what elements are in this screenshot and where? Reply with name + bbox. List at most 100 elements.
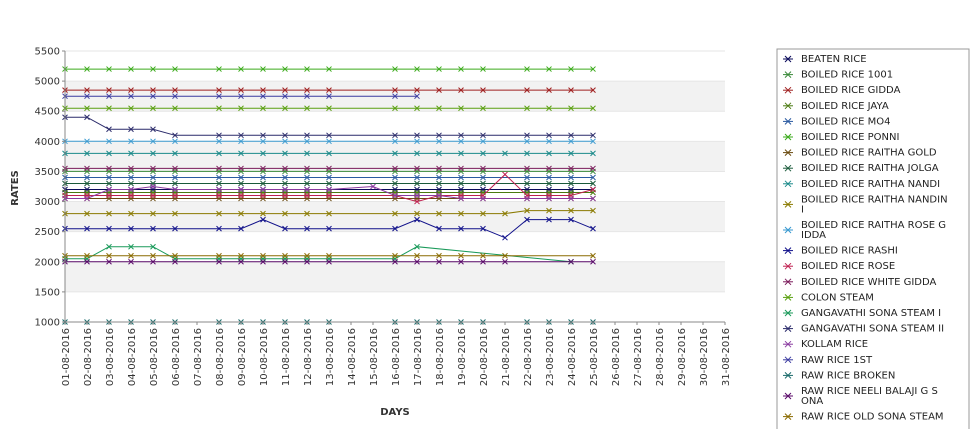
data-point: [568, 132, 574, 139]
x-tick-label: 30-08-2016: [699, 328, 710, 386]
data-point: [458, 210, 464, 217]
data-point: [150, 210, 156, 217]
data-point: [128, 150, 134, 157]
data-point: [458, 150, 464, 157]
data-point: [128, 174, 134, 181]
data-point: [436, 150, 442, 157]
x-tick-label: 23-08-2016: [545, 328, 556, 386]
data-point: [282, 132, 288, 139]
data-point: [106, 258, 112, 265]
data-point: [326, 210, 332, 217]
x-tick-label: 27-08-2016: [633, 328, 644, 386]
legend-marker: [784, 180, 792, 188]
data-point: [128, 66, 134, 72]
data-point: [326, 105, 332, 112]
data-point: [414, 198, 420, 205]
data-point: [260, 150, 266, 157]
legend-label: KOLLAM RICE: [801, 339, 868, 350]
legend-marker: [784, 86, 792, 94]
legend-label: BOILED RICE MO4: [801, 116, 891, 127]
data-point: [524, 165, 530, 172]
legend-marker: [784, 413, 792, 420]
data-point: [172, 258, 178, 265]
data-point: [172, 165, 178, 172]
data-point: [128, 180, 134, 187]
data-point: [216, 132, 222, 139]
data-point: [590, 87, 596, 93]
y-tick-label: 1500: [35, 287, 60, 298]
data-point: [392, 132, 398, 139]
data-point: [150, 150, 156, 157]
x-tick-label: 20-08-2016: [479, 328, 490, 386]
data-point: [326, 258, 332, 265]
legend-marker: [784, 55, 792, 63]
data-point: [84, 210, 90, 217]
data-point: [106, 66, 112, 72]
data-point: [458, 132, 464, 139]
data-point: [128, 165, 134, 172]
data-point: [260, 186, 266, 193]
data-point: [414, 105, 420, 112]
grid-band: [65, 261, 725, 292]
legend-label: RAW RICE NEELI BALAJI G S ONA: [801, 386, 938, 407]
data-point: [326, 225, 332, 232]
legend-marker: [784, 325, 792, 332]
data-point: [436, 66, 442, 72]
data-point: [546, 132, 552, 139]
data-point: [458, 66, 464, 72]
data-point: [106, 165, 112, 172]
data-point: [172, 150, 178, 157]
legend-label: BOILED RICE RASHI: [801, 246, 898, 257]
data-point: [436, 105, 442, 112]
data-point: [128, 192, 134, 199]
data-point: [304, 87, 310, 93]
data-point: [304, 132, 310, 139]
data-point: [172, 225, 178, 232]
data-point: [260, 180, 266, 187]
data-point: [392, 210, 398, 217]
data-point: [282, 225, 288, 232]
data-point: [106, 93, 112, 100]
data-point: [84, 105, 90, 112]
x-tick-label: 06-08-2016: [171, 328, 182, 386]
data-point: [304, 138, 310, 145]
data-point: [106, 180, 112, 187]
data-point: [216, 150, 222, 157]
data-point: [326, 186, 332, 193]
data-point: [282, 180, 288, 187]
legend-marker: [784, 71, 792, 78]
data-point: [216, 192, 222, 199]
data-point: [502, 258, 508, 265]
data-point: [546, 165, 552, 172]
data-point: [304, 66, 310, 72]
data-point: [260, 87, 266, 93]
data-point: [436, 165, 442, 172]
x-tick-label: 18-08-2016: [435, 328, 446, 386]
x-tick-label: 29-08-2016: [677, 328, 688, 386]
data-point: [392, 180, 398, 187]
data-point: [502, 210, 508, 217]
data-point: [304, 93, 310, 100]
data-point: [128, 243, 134, 250]
data-point: [260, 210, 266, 217]
data-point: [84, 93, 90, 100]
data-point: [304, 165, 310, 172]
data-point: [590, 252, 596, 259]
x-tick-label: 11-08-2016: [281, 328, 292, 386]
data-point: [480, 225, 486, 232]
data-point: [260, 216, 266, 223]
x-tick-label: 07-08-2016: [193, 328, 204, 386]
data-point: [524, 87, 530, 93]
data-point: [458, 105, 464, 112]
data-point: [590, 66, 596, 72]
legend-marker: [784, 294, 792, 301]
data-point: [260, 138, 266, 145]
data-point: [304, 174, 310, 181]
data-point: [590, 150, 596, 157]
data-point: [106, 192, 112, 199]
legend-label: BOILED RICE PONNI: [801, 132, 899, 143]
data-point: [392, 192, 398, 199]
data-point: [238, 138, 244, 145]
y-tick-label: 4000: [35, 137, 60, 148]
data-point: [238, 150, 244, 157]
